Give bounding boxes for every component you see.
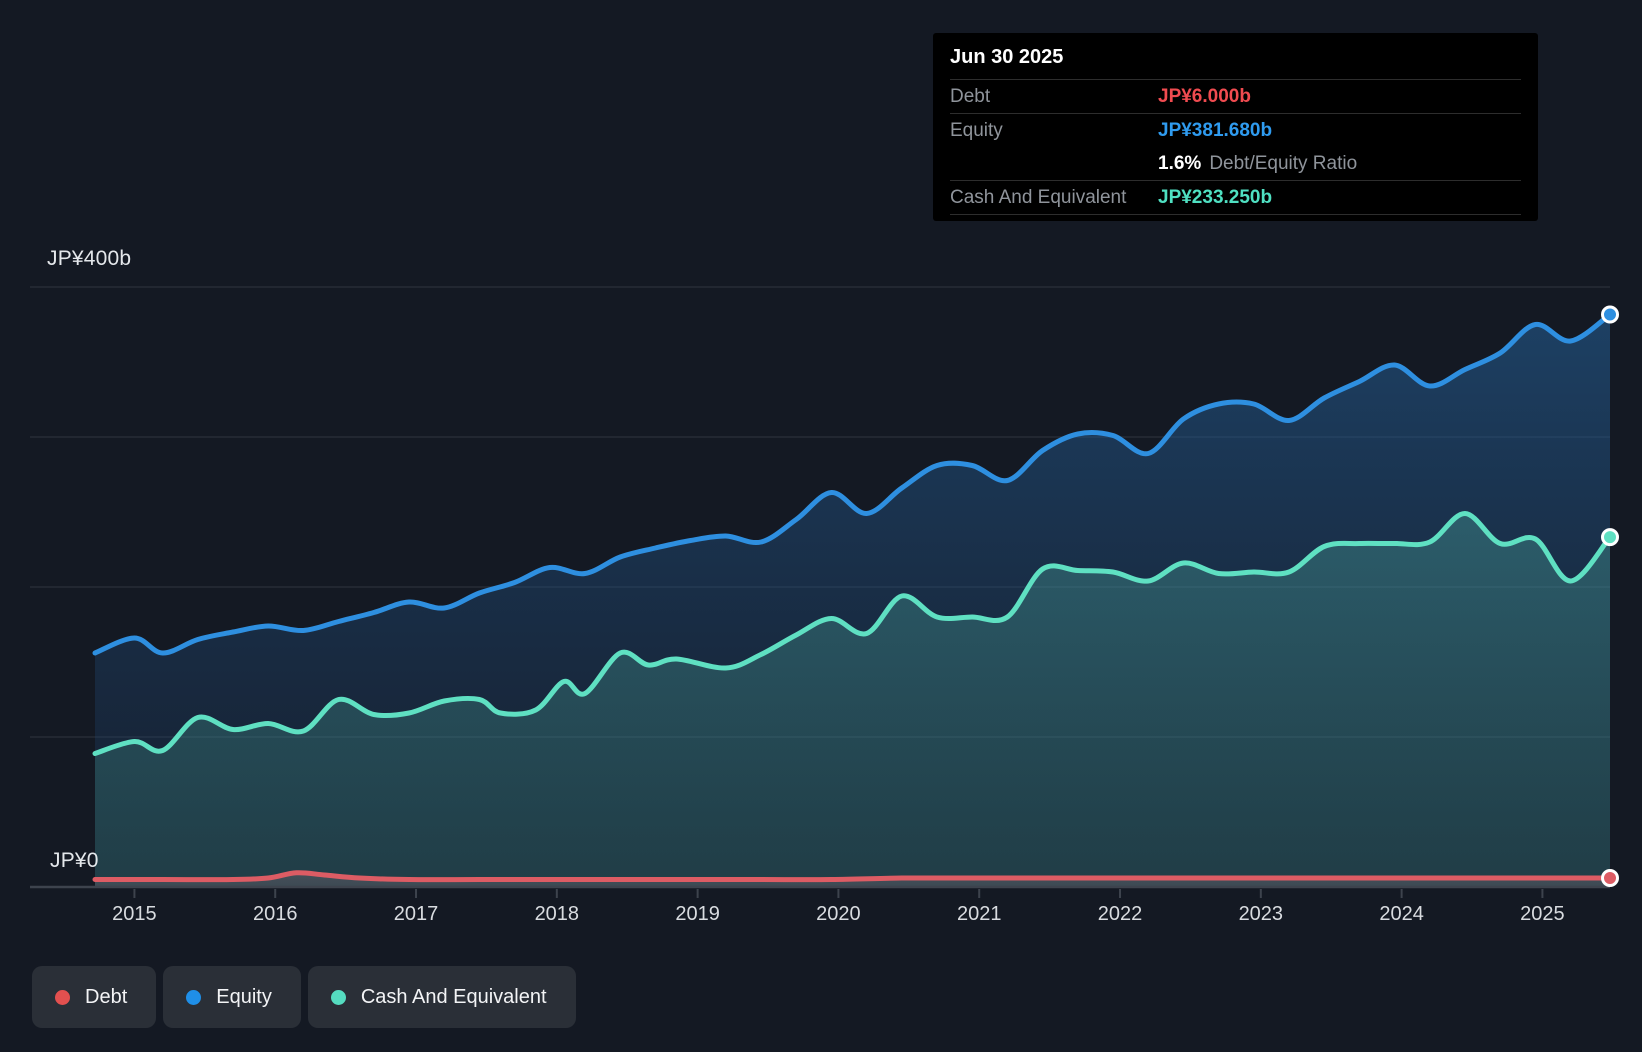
debt-dot-icon <box>55 989 70 1005</box>
x-tick-label-2017: 2017 <box>393 903 439 925</box>
x-tick-label-2023: 2023 <box>1238 903 1284 925</box>
chart-tooltip: Jun 30 2025 Debt JP¥6.000b Equity JP¥381… <box>933 33 1538 221</box>
tooltip-debt-label: Debt <box>950 85 991 107</box>
x-tick-label-2024: 2024 <box>1379 903 1424 925</box>
series-lines <box>92 312 1613 883</box>
tooltip-row-cash: Cash And Equivalent JP¥233.250b <box>950 180 1521 215</box>
legend-equity-label: Equity <box>216 985 272 1008</box>
legend-debt-label: Debt <box>85 985 128 1008</box>
y-axis-label-400b: JP¥400b <box>47 247 132 270</box>
series-areas <box>95 314 1610 887</box>
tooltip-cash-label: Cash And Equivalent <box>950 186 1127 208</box>
legend-item-cash[interactable]: Cash And Equivalent <box>307 966 576 1028</box>
legend-item-equity[interactable]: Equity <box>163 966 301 1028</box>
equity-endpoint-marker <box>1601 305 1619 324</box>
cash-and-equivalent-endpoint-marker <box>1601 528 1619 547</box>
x-tick-label-2016: 2016 <box>252 903 298 925</box>
x-tick-label-2020: 2020 <box>816 903 861 925</box>
x-tick-label-2015: 2015 <box>112 903 157 925</box>
x-tick-label-2022: 2022 <box>1097 903 1143 925</box>
tooltip-debt-value: JP¥6.000b <box>1158 85 1251 107</box>
tooltip-row-ratio: 1.6% Debt/Equity Ratio <box>950 147 1521 180</box>
tooltip-date: Jun 30 2025 <box>950 46 1064 68</box>
x-tick-label-2021: 2021 <box>956 903 1002 925</box>
debt-endpoint-marker <box>1601 869 1619 887</box>
tooltip-cash-value: JP¥233.250b <box>1158 186 1273 208</box>
cash-dot-icon <box>330 989 346 1005</box>
debt-equity-ratio-label: Debt/Equity Ratio <box>1209 152 1358 174</box>
y-axis-label-0: JP¥0 <box>50 849 99 872</box>
tooltip-equity-value: JP¥381.680b <box>1158 119 1273 141</box>
legend-cash-label: Cash And Equivalent <box>360 985 547 1008</box>
x-axis <box>30 885 1610 898</box>
debt-equity-ratio-value: 1.6% <box>1158 152 1202 174</box>
x-tick-label-2018: 2018 <box>534 903 580 925</box>
tooltip-equity-label: Equity <box>950 119 1003 141</box>
tooltip-row-debt: Debt JP¥6.000b <box>950 79 1521 113</box>
endpoint-markers <box>1601 305 1619 887</box>
x-tick-label-2025: 2025 <box>1520 903 1565 925</box>
legend-item-debt[interactable]: Debt <box>32 966 157 1028</box>
x-tick-label-2019: 2019 <box>675 903 720 925</box>
tooltip-row-equity: Equity JP¥381.680b <box>950 113 1521 147</box>
chart-legend: Debt Equity Cash And Equivalent <box>32 966 576 1028</box>
equity-dot-icon <box>186 989 202 1005</box>
